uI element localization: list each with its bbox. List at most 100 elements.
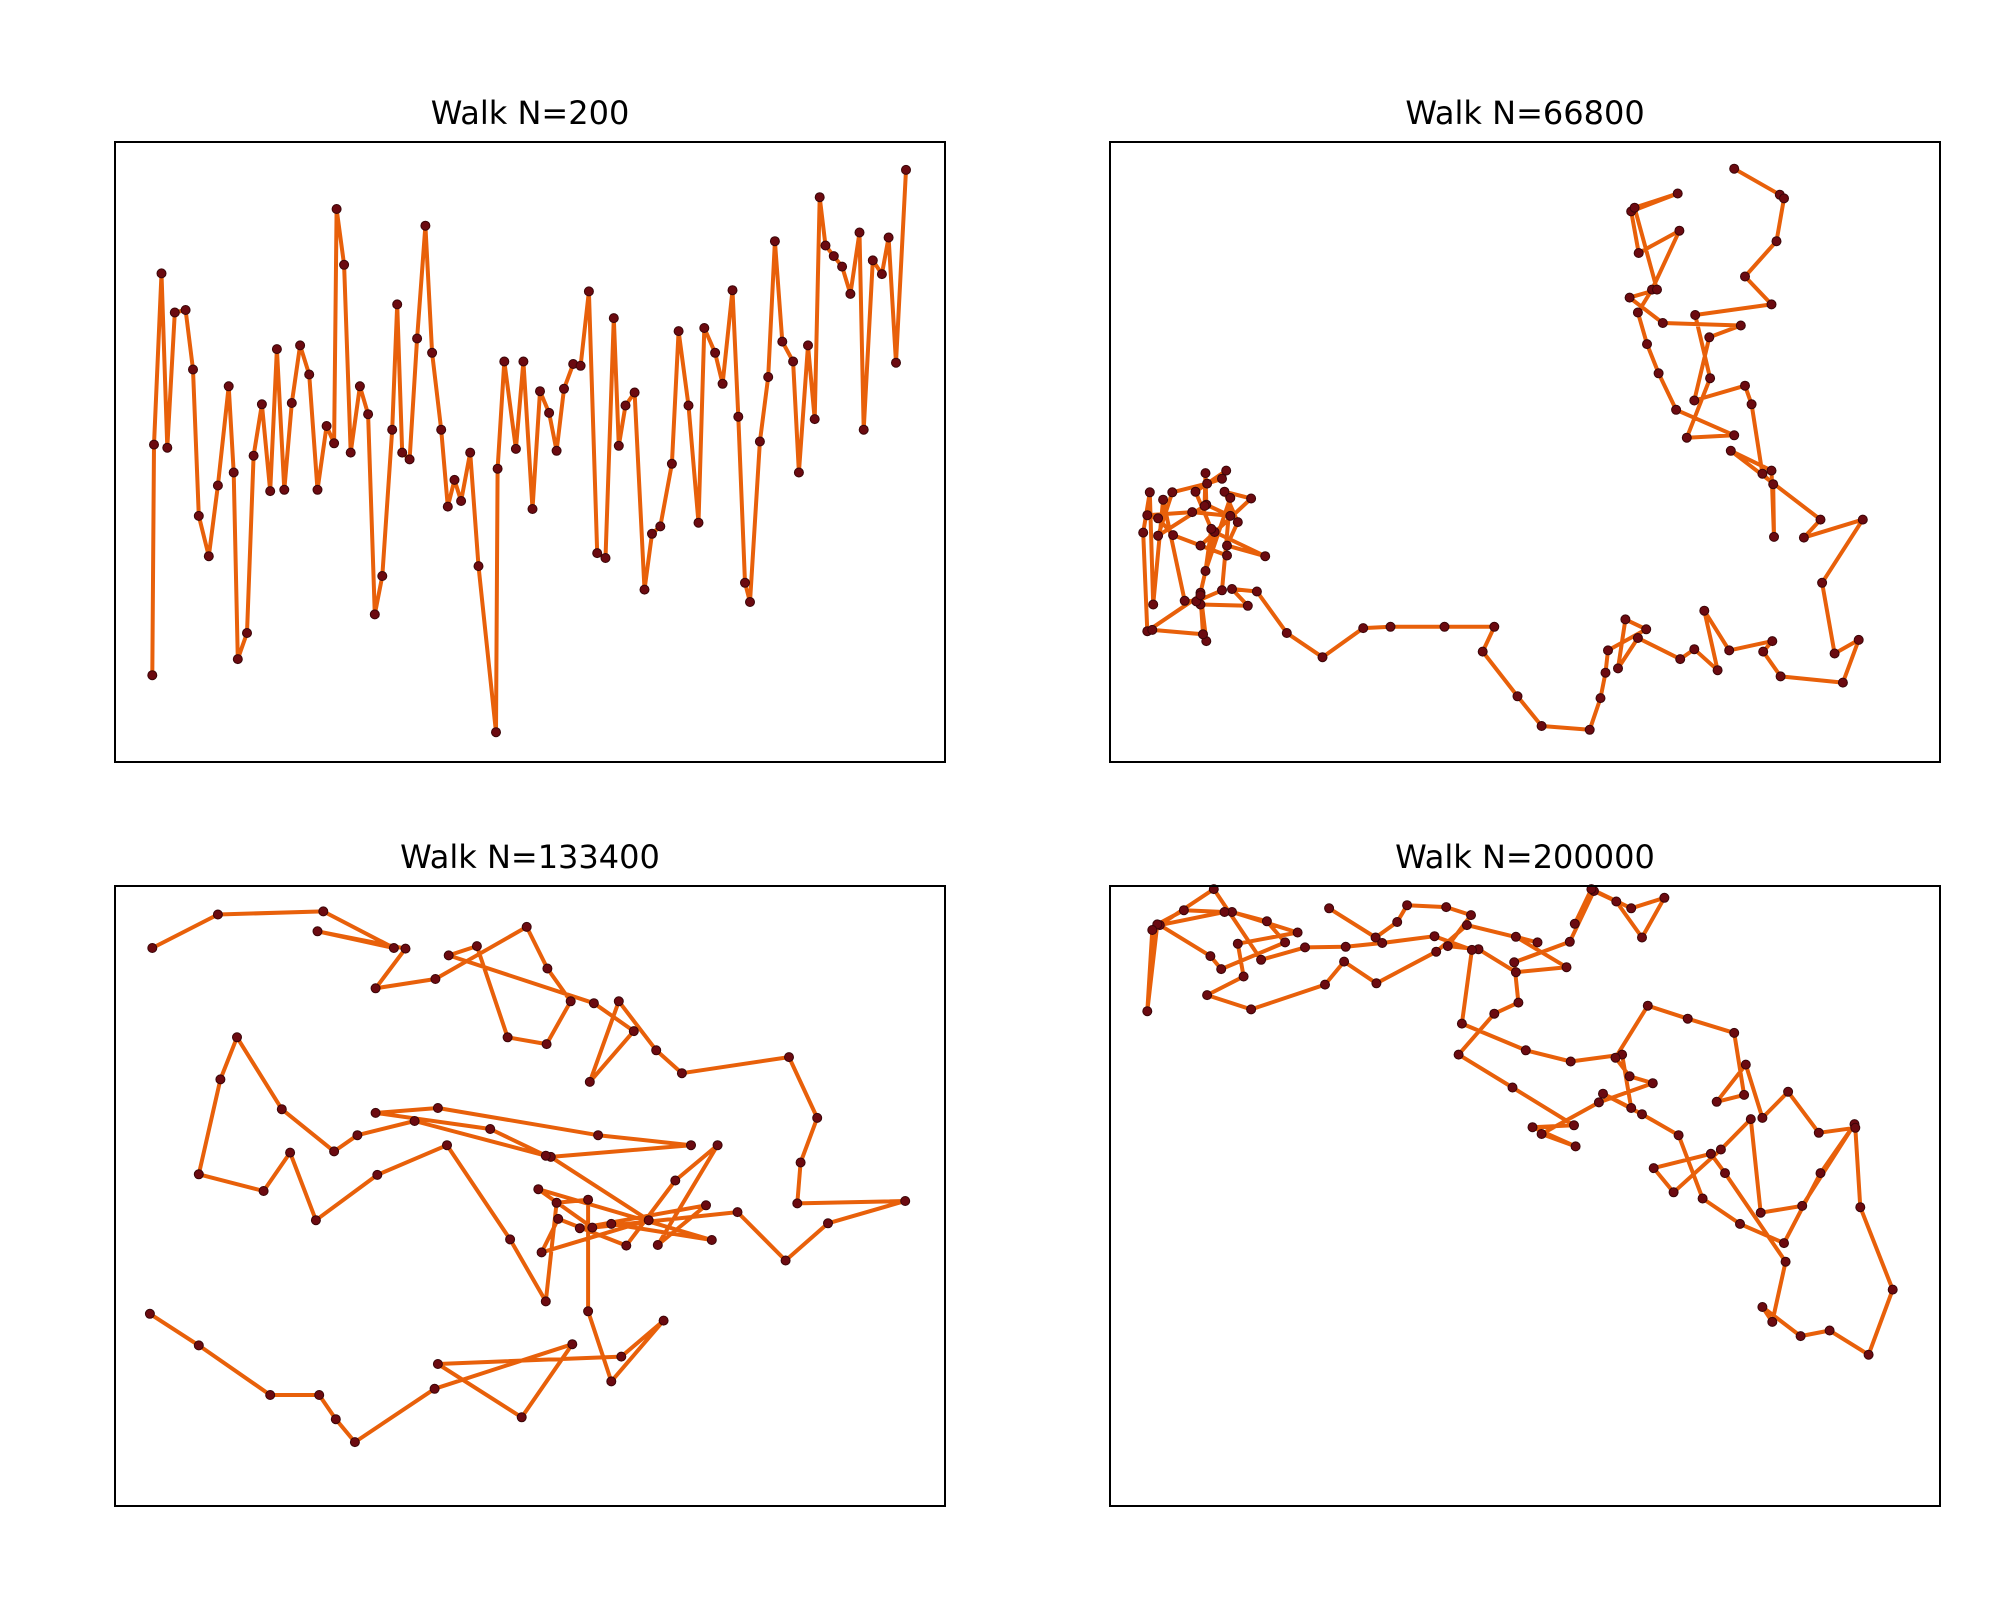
walk-point-marker (1815, 1168, 1826, 1179)
walk-point-marker (795, 1157, 806, 1168)
walk-point-marker (312, 926, 323, 937)
walk-point-marker (1705, 1148, 1716, 1159)
walk-point-marker (1256, 954, 1267, 965)
walk-point-marker (349, 1437, 360, 1448)
walk-point-marker (1729, 163, 1740, 174)
walk-point-marker (321, 421, 332, 431)
plot-area (144, 906, 911, 1448)
walk-point-marker (465, 447, 476, 458)
walk-point-marker (193, 1340, 204, 1351)
walk-point-marker (845, 288, 856, 299)
walk-point-marker (1232, 517, 1243, 528)
walk-point-marker (540, 1296, 551, 1307)
walk-point-marker (212, 480, 223, 491)
walk-point-marker (780, 1255, 791, 1266)
walk-point-marker (156, 268, 167, 279)
plot-area (147, 164, 911, 738)
walk-point-marker (769, 236, 780, 247)
walk-point-marker (242, 628, 252, 638)
walk-point-marker (1768, 479, 1779, 490)
walk-point-marker (147, 670, 158, 681)
walk-point-marker (1532, 937, 1543, 948)
walk-point-marker (1569, 918, 1580, 929)
walk-point-marker (551, 445, 562, 456)
walk-point-marker (740, 577, 750, 588)
walk-path-line (150, 167, 908, 735)
walk-point-marker (699, 323, 710, 333)
walk-point-marker (1242, 600, 1253, 611)
walk-point-marker (1536, 721, 1547, 731)
walk-point-marker (1569, 1120, 1579, 1131)
walk-point-marker (1317, 652, 1328, 663)
walk-point-marker (432, 1103, 443, 1113)
walk-point-marker (1767, 636, 1778, 647)
walk-point-marker (613, 440, 624, 451)
walk-point-marker (1509, 957, 1520, 968)
walk-point-marker (1439, 621, 1450, 632)
walk-point-marker (169, 307, 180, 318)
walk-point-marker (1729, 430, 1740, 441)
walk-point-marker (1746, 399, 1757, 410)
walk-path-line (1141, 166, 1865, 732)
walk-point-marker (1642, 1000, 1653, 1011)
walk-point-marker (162, 442, 173, 453)
walk-point-marker (258, 1186, 269, 1196)
walk-point-marker (854, 227, 865, 238)
walk-point-marker (651, 1045, 662, 1056)
walk-point-marker (1527, 1122, 1538, 1133)
walk-point-marker (1779, 193, 1789, 204)
walk-point-marker (1200, 468, 1211, 479)
walk-point-marker (1442, 941, 1453, 952)
walk-point-marker (1179, 595, 1190, 606)
walk-point-marker (314, 1390, 325, 1400)
walk-point-marker (1642, 339, 1652, 350)
walk-point-marker (763, 372, 774, 382)
walk-point-marker (733, 411, 744, 422)
walk-point-marker (1798, 532, 1809, 543)
walk-point-marker (710, 347, 721, 358)
walk-point-marker (812, 1112, 823, 1123)
walk-point-marker (1358, 623, 1369, 634)
walk-point-marker (1206, 523, 1217, 534)
walk-point-marker (1158, 494, 1169, 505)
walk-point-marker (1168, 530, 1179, 541)
walk-point-marker (212, 909, 223, 920)
walk-point-marker (727, 285, 738, 296)
walk-point-marker (397, 447, 408, 458)
walk-point-marker (265, 1390, 276, 1400)
walk-point-marker (1232, 938, 1243, 949)
walk-point-marker (608, 313, 619, 324)
walk-point-marker (471, 941, 482, 952)
walk-point-marker (1195, 590, 1206, 601)
walk-point-marker (491, 727, 501, 738)
walk-point-marker (369, 609, 380, 620)
walk-point-marker (1633, 248, 1644, 258)
walk-point-marker (436, 424, 447, 435)
walk-point-marker (1477, 646, 1488, 657)
walk-point-marker (1584, 724, 1595, 735)
walk-point-marker (600, 553, 611, 563)
walk-point-marker (1153, 513, 1164, 524)
walk-point-marker (1225, 492, 1236, 503)
walk-point-marker (1724, 645, 1735, 656)
walk-point-marker (372, 1169, 383, 1180)
walk-point-marker (1261, 916, 1272, 927)
walk-point-marker (1815, 514, 1826, 525)
walk-point-marker (593, 1130, 604, 1141)
walk-point-marker (1637, 932, 1647, 943)
walk-point-marker (1659, 892, 1670, 903)
walk-point-marker (1837, 677, 1848, 688)
plot-area (1142, 884, 1898, 1360)
walk-point-marker (1217, 473, 1227, 484)
walk-point-marker (683, 400, 694, 411)
walk-point-marker (1648, 1163, 1659, 1174)
walk-point-marker (777, 336, 788, 347)
walk-point-marker (1489, 621, 1500, 632)
walk-point-marker (732, 1207, 743, 1218)
walk-point-marker (712, 1140, 723, 1151)
walk-point-marker (329, 438, 340, 449)
walk-point-marker (521, 921, 532, 932)
walk-point-marker (575, 360, 586, 371)
walk-point-marker (505, 1234, 516, 1245)
